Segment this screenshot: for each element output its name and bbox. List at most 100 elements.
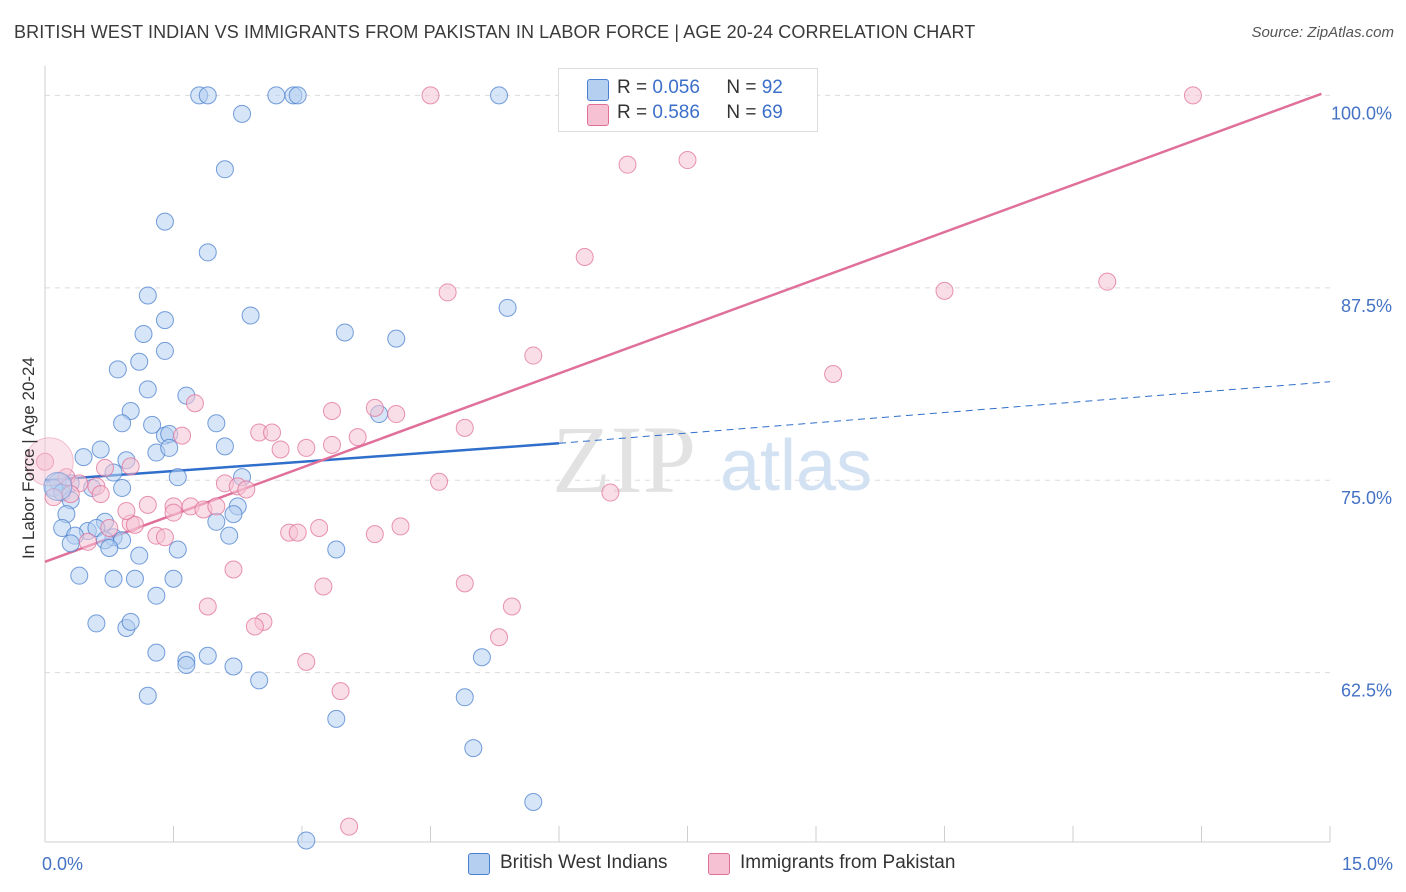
pink-point — [365, 525, 384, 544]
blue-point — [74, 448, 93, 467]
n-label: N = — [726, 77, 757, 98]
blue-point — [155, 212, 174, 231]
pink-point — [155, 528, 174, 547]
pink-point — [310, 518, 329, 537]
r-label: R = — [617, 77, 648, 98]
blue-point — [164, 569, 183, 588]
pink-point — [490, 628, 509, 647]
pink-point — [618, 155, 637, 174]
chart-title: BRITISH WEST INDIAN VS IMMIGRANTS FROM P… — [14, 22, 976, 42]
r-value-pink: 0.586 — [652, 102, 700, 123]
pink-point — [678, 151, 697, 170]
pink-point — [935, 281, 954, 300]
blue-point — [130, 352, 149, 371]
x-tick-label: 0.0% — [42, 854, 83, 874]
blue-point — [138, 286, 157, 305]
blue-point — [100, 538, 119, 557]
pink-point — [237, 480, 256, 499]
blue-point — [215, 437, 234, 456]
pink-point — [502, 597, 521, 616]
blue-point — [327, 709, 346, 728]
pink-point — [100, 518, 119, 537]
pink-swatch — [587, 104, 609, 126]
pink-point — [297, 438, 316, 457]
blue-swatch — [587, 79, 609, 101]
blue-point — [207, 512, 226, 531]
n-value-blue: 92 — [761, 77, 783, 98]
pink-point — [138, 495, 157, 514]
blue-swatch — [468, 853, 490, 875]
blue-point — [91, 440, 110, 459]
pink-point — [173, 426, 192, 445]
blue-point — [147, 643, 166, 662]
pink-point — [198, 597, 217, 616]
blue-point — [472, 648, 491, 667]
pink-point — [391, 517, 410, 536]
blue-point — [87, 614, 106, 633]
blue-point — [327, 540, 346, 559]
blue-trend-line-projection — [558, 381, 1331, 444]
grid-lines — [45, 94, 1330, 674]
pink-point — [164, 503, 183, 522]
pink-point — [91, 485, 110, 504]
blue-point — [160, 438, 179, 457]
pink-point — [207, 497, 226, 516]
pink-point — [271, 440, 290, 459]
pink-point — [322, 435, 341, 454]
pink-point — [421, 86, 440, 105]
pink-point — [387, 405, 406, 424]
blue-point — [215, 160, 234, 179]
blue-point — [198, 243, 217, 262]
blue-point — [267, 86, 286, 105]
blue-point — [61, 534, 80, 553]
blue-point — [198, 646, 217, 665]
pink-point — [245, 617, 264, 636]
legend-label: Immigrants from Pakistan — [740, 852, 956, 873]
blue-point — [138, 686, 157, 705]
pink-point — [348, 428, 367, 447]
y-tick-labels: 62.5% 75.0% 87.5% 100.0% — [1331, 103, 1392, 700]
blue-point — [108, 360, 127, 379]
pink-point — [601, 483, 620, 502]
blue-point — [155, 311, 174, 330]
y-tick-label: 75.0% — [1341, 488, 1392, 508]
blue-point — [198, 86, 217, 105]
blue-point — [455, 688, 474, 707]
blue-point — [104, 569, 123, 588]
y-axis-label: In Labor Force | Age 20-24 — [19, 357, 38, 559]
blue-point — [125, 569, 144, 588]
x-tick-label: 15.0% — [1342, 854, 1393, 874]
pink-point — [263, 423, 282, 442]
source-label: Source: ZipAtlas.com — [1251, 24, 1394, 41]
pink-point — [185, 394, 204, 413]
pink-point — [288, 523, 307, 542]
pink-point — [78, 532, 97, 551]
pink-point — [455, 574, 474, 593]
r-label: R = — [617, 102, 648, 123]
blue-point — [241, 306, 260, 325]
r-value-blue: 0.056 — [652, 77, 700, 98]
pink-point — [117, 502, 136, 521]
pink-point — [438, 283, 457, 302]
pink-swatch — [708, 853, 730, 875]
blue-point — [498, 298, 517, 317]
blue-point — [224, 657, 243, 676]
pink-point — [331, 682, 350, 701]
pink-point — [575, 248, 594, 267]
y-tick-label: 100.0% — [1331, 103, 1392, 123]
pink-point — [524, 346, 543, 365]
pink-point — [121, 457, 140, 476]
blue-point — [524, 792, 543, 811]
watermark-atlas: atlas — [720, 426, 872, 506]
blue-point — [143, 415, 162, 434]
blue-point — [233, 104, 252, 123]
blue-point — [70, 566, 89, 585]
blue-point — [121, 612, 140, 631]
series-legend: British West Indians Immigrants from Pak… — [0, 852, 1406, 878]
pink-point — [36, 452, 54, 471]
blue-point — [177, 655, 196, 674]
pink-trend-line — [44, 92, 1322, 564]
stats-legend: R = 0.056 N = 92 R = 0.586 N = 69 — [558, 68, 818, 132]
blue-point — [168, 468, 187, 487]
